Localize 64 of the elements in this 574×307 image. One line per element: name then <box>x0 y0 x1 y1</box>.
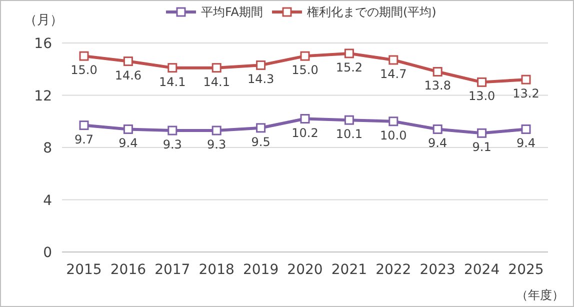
legend-label: 権利化までの期間(平均) <box>307 5 436 19</box>
data-label: 10.2 <box>292 126 318 140</box>
x-tick-label: 2020 <box>287 262 323 278</box>
y-tick-label: 0 <box>43 245 52 261</box>
point <box>256 60 266 70</box>
data-label: 14.3 <box>247 72 274 86</box>
x-tick-label: 2015 <box>66 262 102 278</box>
data-label: 14.1 <box>159 74 186 89</box>
data-label: 9.4 <box>118 136 138 150</box>
data-label: 13.8 <box>424 78 451 93</box>
data-label: 15.0 <box>70 63 98 78</box>
data-label: 9.4 <box>516 136 536 150</box>
y-tick-label: 12 <box>34 88 52 104</box>
y-tick-label: 4 <box>43 192 52 209</box>
point <box>344 115 354 125</box>
x-tick-label: 2019 <box>242 262 279 278</box>
data-label: 9.4 <box>428 136 448 150</box>
point <box>477 77 487 87</box>
point <box>432 124 442 134</box>
y-tick-label: 8 <box>43 140 52 156</box>
point <box>388 55 398 65</box>
legend-label: 平均FA期間 <box>201 5 264 19</box>
data-label: 14.6 <box>114 68 142 82</box>
data-label: 15.0 <box>292 63 318 78</box>
y-axis-title: （月） <box>24 13 63 28</box>
x-tick-label: 2024 <box>464 262 500 278</box>
x-tick-label: 2018 <box>198 262 234 278</box>
point <box>521 124 531 134</box>
point <box>212 126 222 136</box>
data-label: 9.5 <box>251 134 270 149</box>
point <box>388 116 398 126</box>
data-label: 9.7 <box>74 132 94 146</box>
data-label: 9.3 <box>207 138 226 152</box>
point <box>79 120 89 130</box>
point <box>521 74 531 84</box>
y-tick-label: 16 <box>34 36 52 52</box>
point <box>300 114 310 124</box>
data-label: 15.2 <box>336 60 363 74</box>
data-label: 10.0 <box>380 128 407 142</box>
point <box>344 48 354 58</box>
data-label: 9.1 <box>472 140 492 154</box>
x-tick-label: 2023 <box>420 262 456 278</box>
data-label: 14.7 <box>380 66 407 81</box>
x-tick-label: 2017 <box>154 262 190 278</box>
point <box>256 123 266 133</box>
data-label: 14.1 <box>203 74 230 89</box>
x-tick-label: 2021 <box>331 262 368 278</box>
x-tick-label: 2016 <box>110 262 146 278</box>
x-tick-label: 2025 <box>508 262 544 278</box>
point <box>79 51 89 61</box>
data-label: 9.3 <box>162 138 182 152</box>
point <box>123 124 133 134</box>
point <box>212 63 222 73</box>
data-label: 10.1 <box>336 127 363 142</box>
point <box>123 56 133 66</box>
point <box>168 63 178 73</box>
point <box>432 66 442 76</box>
data-label: 13.2 <box>512 86 540 101</box>
x-axis-title: （年度） <box>516 288 564 302</box>
data-label: 13.0 <box>468 89 496 104</box>
point <box>477 128 487 138</box>
point <box>300 51 310 61</box>
x-tick-label: 2022 <box>376 262 412 278</box>
point <box>168 126 178 136</box>
